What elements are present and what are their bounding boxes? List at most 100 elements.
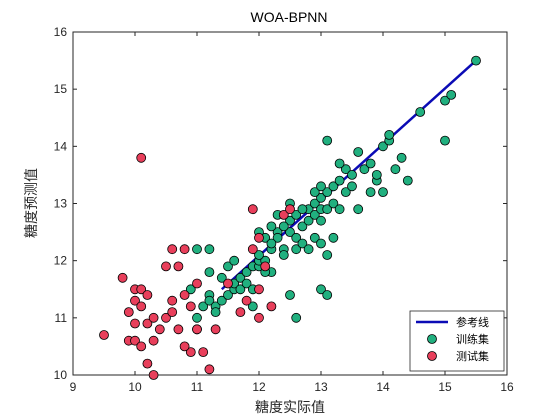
train-point xyxy=(303,244,314,255)
y-tick-label: 12 xyxy=(54,254,68,268)
y-tick-label: 11 xyxy=(55,311,68,325)
x-axis-label: 糖度实际值 xyxy=(255,400,325,416)
train-point xyxy=(347,181,357,192)
test-point xyxy=(148,312,159,323)
train-point xyxy=(328,181,339,192)
legend: 参考线 训练集 测试集 xyxy=(409,310,505,372)
test-point xyxy=(179,341,190,352)
test-point xyxy=(142,358,153,369)
test-point xyxy=(278,209,289,220)
test-point xyxy=(179,244,190,255)
test-point xyxy=(254,312,264,323)
train-point xyxy=(216,272,227,283)
train-point xyxy=(229,255,240,266)
train-point xyxy=(378,141,388,152)
test-point xyxy=(173,261,184,272)
x-tick-label: 15 xyxy=(438,380,452,394)
train-point xyxy=(309,209,320,220)
x-tick-label: 12 xyxy=(252,380,266,394)
train-point xyxy=(353,204,364,215)
train-point xyxy=(210,307,221,318)
train-point xyxy=(440,95,450,106)
train-point xyxy=(359,164,370,175)
train-point xyxy=(192,312,202,323)
test-point xyxy=(210,324,221,335)
train-point xyxy=(322,187,333,198)
train-point xyxy=(204,267,215,278)
train-point xyxy=(247,301,258,312)
train-point xyxy=(334,175,345,186)
test-point xyxy=(260,261,271,272)
train-point xyxy=(297,238,308,249)
train-point xyxy=(316,215,326,226)
test-point xyxy=(192,324,202,335)
train-point xyxy=(278,250,289,260)
train-point xyxy=(185,284,196,295)
train-point xyxy=(241,278,252,289)
test-point xyxy=(198,347,209,358)
train-point xyxy=(440,135,450,146)
train-point xyxy=(415,107,426,117)
train-point xyxy=(285,215,295,226)
train-point xyxy=(291,232,302,243)
legend-label-train: 训练集 xyxy=(456,332,489,346)
test-point xyxy=(167,307,178,318)
train-point xyxy=(316,238,326,249)
train-point xyxy=(272,232,283,243)
test-point xyxy=(117,272,128,283)
test-point xyxy=(241,295,252,306)
legend-label-test: 测试集 xyxy=(456,349,489,363)
train-point xyxy=(353,147,364,157)
x-tick-label: 11 xyxy=(191,380,204,394)
test-point xyxy=(167,244,178,255)
x-tick-label: 13 xyxy=(314,380,328,394)
train-point xyxy=(365,158,376,169)
test-point xyxy=(266,301,277,312)
x-tick-label: 10 xyxy=(128,380,142,394)
train-point xyxy=(297,204,308,215)
train-points xyxy=(185,55,481,335)
y-tick-label: 15 xyxy=(54,82,68,96)
test-point xyxy=(161,261,171,272)
test-point xyxy=(148,370,159,380)
test-point xyxy=(285,204,295,215)
y-tick-label: 13 xyxy=(54,197,68,211)
train-point xyxy=(254,250,264,260)
train-point xyxy=(235,272,246,283)
train-point xyxy=(328,198,339,209)
train-point xyxy=(316,192,326,203)
train-point xyxy=(285,227,295,238)
test-point xyxy=(136,301,147,312)
test-point xyxy=(167,295,178,306)
train-point xyxy=(322,204,333,215)
train-point xyxy=(322,135,333,146)
train-point xyxy=(204,295,215,306)
train-point xyxy=(223,290,233,300)
test-point xyxy=(148,335,159,346)
test-point xyxy=(235,307,246,318)
chart-title: WOA-BPNN xyxy=(251,9,328,25)
test-point xyxy=(185,301,196,312)
test-point xyxy=(247,204,258,215)
test-point xyxy=(99,330,109,340)
test-point xyxy=(130,318,140,329)
train-point xyxy=(309,198,320,209)
test-point xyxy=(179,290,190,300)
train-point xyxy=(278,221,289,232)
test-point xyxy=(136,284,147,295)
train-point xyxy=(291,312,302,323)
train-point xyxy=(192,244,202,255)
train-point xyxy=(309,187,320,198)
train-point xyxy=(328,232,339,243)
train-point xyxy=(371,169,382,180)
test-point xyxy=(136,152,147,163)
train-point xyxy=(322,290,333,300)
train-point xyxy=(204,244,215,255)
train-point xyxy=(198,301,209,312)
train-point xyxy=(285,290,295,300)
train-point xyxy=(316,181,326,192)
train-point xyxy=(446,90,457,100)
train-point xyxy=(378,187,388,198)
